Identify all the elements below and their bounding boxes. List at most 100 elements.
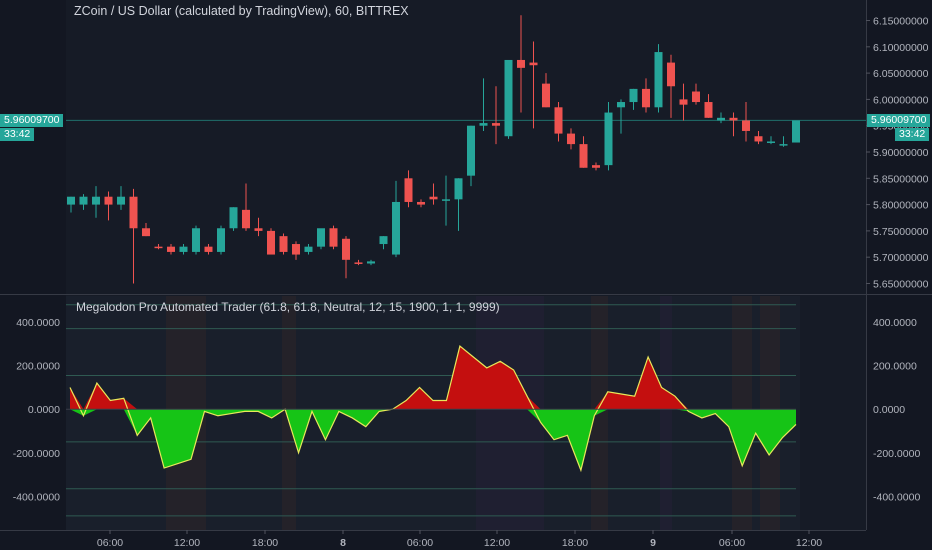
candle-body <box>342 238 350 260</box>
candle <box>492 86 500 145</box>
indicator-tick-label-left: 0.0000 <box>28 404 60 416</box>
price-tick-label: 5.70000000 <box>873 252 929 264</box>
candle <box>504 59 513 139</box>
candle <box>329 225 338 250</box>
candle-body <box>92 196 100 205</box>
time-tick-label: 12:00 <box>174 537 200 549</box>
grid <box>66 119 866 517</box>
indicator-tick-label-left: -400.0000 <box>13 491 60 503</box>
candle-body <box>504 59 513 137</box>
candle-body <box>717 117 725 121</box>
price-tick-label: 5.75000000 <box>873 226 929 238</box>
candle-body <box>704 102 713 118</box>
candle <box>204 244 213 255</box>
countdown-label-left: 33:42 <box>0 128 35 141</box>
candle <box>454 178 463 231</box>
candle-body <box>579 144 588 168</box>
candle-body <box>292 244 300 255</box>
candle-body <box>392 201 400 255</box>
candle <box>704 94 713 118</box>
candle-body <box>354 262 363 264</box>
price-tick-label: 5.90000000 <box>873 147 929 159</box>
candle-body <box>667 62 675 87</box>
last-price-label-left: 5.96009700 <box>0 114 64 127</box>
time-tick-label: 12:00 <box>796 537 822 549</box>
candle <box>179 244 188 255</box>
candle-body <box>279 236 288 252</box>
time-axis[interactable]: 06:00 12:00 18:00 8 06:00 12:00 18:00 9 06:00 12:… <box>97 530 822 549</box>
candle-body <box>779 144 788 146</box>
candle-body <box>254 228 263 231</box>
last-price-label: 5.96009700 <box>867 114 931 127</box>
price-tick-label: 5.65000000 <box>873 278 929 290</box>
candle <box>692 83 700 105</box>
chart-title: ZCoin / US Dollar (calculated by Trading… <box>74 4 409 18</box>
candle <box>367 259 375 266</box>
price-tick-label: 6.10000000 <box>873 42 929 54</box>
candle <box>142 223 150 237</box>
candle-body <box>104 196 113 205</box>
candle <box>667 54 675 118</box>
candle <box>629 88 638 110</box>
price-tick-label: 5.85000000 <box>873 173 929 185</box>
candle-body <box>129 196 138 229</box>
candle-body <box>729 117 738 121</box>
candle <box>267 228 275 255</box>
candle <box>279 233 288 255</box>
indicator-axis[interactable]: 400.0000 400.0000 200.0000 200.0000 0.0000 0.… <box>13 317 921 503</box>
candle <box>317 228 325 250</box>
candle <box>592 162 600 171</box>
candle-body <box>242 209 250 229</box>
candle <box>242 183 250 231</box>
candle <box>154 244 163 250</box>
candle-body <box>529 62 538 66</box>
candle <box>379 236 388 250</box>
candle <box>67 196 75 213</box>
candle-body <box>642 88 650 108</box>
candle-body <box>542 83 550 108</box>
candle <box>567 128 575 150</box>
candle <box>767 136 775 145</box>
candle-body <box>654 52 663 108</box>
candle-body <box>442 199 450 201</box>
candle-body <box>679 99 688 105</box>
candle-body <box>517 59 525 68</box>
time-tick-label: 18:00 <box>252 537 278 549</box>
candle-body <box>167 246 175 252</box>
oscillator <box>66 345 797 473</box>
candle <box>642 78 650 113</box>
candle <box>104 191 113 221</box>
indicator-tick-label: 200.0000 <box>873 361 917 373</box>
candle <box>442 175 450 226</box>
candle <box>654 44 663 113</box>
candle <box>579 136 588 168</box>
price-tick-label: 6.15000000 <box>873 16 929 28</box>
time-tick-label: 9 <box>650 537 656 549</box>
candle <box>404 170 413 208</box>
candle <box>429 183 438 205</box>
time-tick-label: 8 <box>340 537 346 549</box>
candle <box>354 259 363 266</box>
indicator-tick-label: -400.0000 <box>873 491 920 503</box>
price-axis[interactable]: 6.15000000 6.10000000 6.05000000 6.00000000… <box>866 16 929 291</box>
candle-body <box>317 228 325 247</box>
price-tick-label: 6.00000000 <box>873 94 929 106</box>
candle <box>542 73 550 108</box>
indicator-title[interactable]: Megalodon Pro Automated Trader (61.8, 61… <box>76 300 500 314</box>
indicator-tick-label: 0.0000 <box>873 404 905 416</box>
candle-body <box>192 228 200 252</box>
candle <box>717 112 725 124</box>
signal-line <box>69 345 797 473</box>
candle <box>554 102 563 142</box>
candle-body <box>329 228 338 247</box>
candle-body <box>754 136 763 142</box>
candle-body <box>767 141 775 143</box>
candle-body <box>617 102 625 108</box>
candle-body <box>379 236 388 245</box>
candle <box>192 225 200 255</box>
candle <box>167 244 175 255</box>
candle <box>254 217 263 237</box>
time-tick-label: 06:00 <box>407 537 433 549</box>
candle <box>129 188 138 284</box>
